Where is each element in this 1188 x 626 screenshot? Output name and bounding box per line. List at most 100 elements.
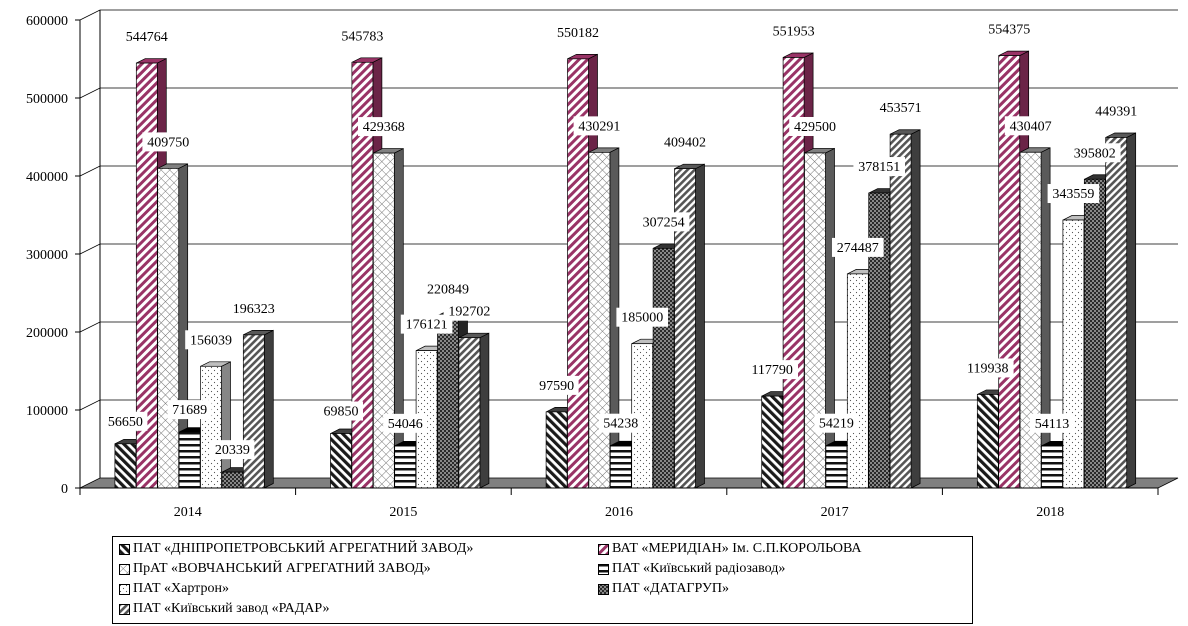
data-label: 156039 [190,333,232,348]
data-label: 117790 [751,363,792,378]
data-label-bg [210,440,255,460]
bar-side [825,147,835,489]
bar-front [1041,445,1063,489]
data-labels: 56650 544764 409750 71689 156039 20339 196323 6… [103,19,1142,460]
data-label: 69850 [324,405,359,420]
bar-front [458,337,481,489]
bar-front [330,433,352,489]
legend-swatch [598,583,609,595]
bar-front [221,471,244,489]
y-tick-label: 200000 [26,326,68,341]
data-label: 97590 [539,379,574,394]
data-label-bg [422,279,474,299]
data-label: 378151 [858,160,900,175]
data-label: 409750 [147,135,189,150]
data-label-bg [336,26,389,46]
data-label: 54113 [1035,417,1069,432]
bar-front [609,445,632,489]
data-label: 429368 [363,120,405,135]
bar-front [200,365,222,489]
data-label-bg [874,98,927,118]
data-label-bg [637,212,690,232]
data-label-bg [400,314,453,334]
x-tick-label: 2017 [821,505,849,520]
bar-front [242,334,265,489]
data-label-bg [1004,116,1057,136]
bar [458,332,490,489]
data-label: 119938 [967,361,1008,376]
bar-front [846,273,869,489]
legend-swatch [598,563,609,575]
bar-front [1083,178,1106,489]
bar-side [479,332,490,489]
data-label: 185000 [621,311,663,326]
x-axis-ticks: 2014 2015 2016 2017 2018 [79,487,1159,520]
bar-front [652,247,675,489]
data-label: 429500 [794,120,836,135]
data-label: 56650 [108,415,143,430]
y-tick-label: 600000 [26,14,68,29]
data-label-bg [746,360,798,380]
bar [200,361,231,489]
bar [674,163,705,489]
y-tick-label: 100000 [26,404,68,419]
legend-label: ПАТ «Київський завод «РАДАР» [133,601,330,616]
legend-swatch [119,543,130,555]
bar-front [1062,219,1085,489]
bar-front [976,394,999,489]
bar-front [825,445,848,489]
legend-label: ПАТ «ДАТАГРУП» [612,581,729,596]
data-label-bg [814,413,859,433]
x-tick-label: 2015 [389,505,417,520]
data-label: 551953 [773,24,815,39]
legend-swatch [598,543,609,555]
y-tick-label: 500000 [26,92,68,107]
data-label-bg [358,117,410,137]
data-label-bg [1069,143,1121,163]
data-label: 343559 [1052,187,1094,202]
bar-front [804,152,826,489]
data-label-bg [853,157,905,177]
bars [114,50,1137,489]
data-label-bg [142,132,194,152]
data-label: 220849 [427,283,469,298]
gridline [79,87,1178,99]
data-label: 196323 [233,302,275,317]
data-label-bg [534,375,579,395]
data-label: 192702 [448,305,490,320]
data-label-bg [789,116,841,136]
bar-front [1105,137,1128,489]
data-label-bg [832,237,884,257]
bar-front [437,315,459,489]
data-label-bg [319,401,363,421]
data-label-bg [552,22,604,42]
bar-front [178,431,201,489]
data-label: 395802 [1074,146,1116,161]
bar-front [372,152,395,489]
bar [804,147,835,489]
data-label: 71689 [172,403,207,418]
legend-item: ПрАТ «ВОВЧАНСЬКИЙ АГРЕГАТНИЙ ЗАВОД» [119,561,431,577]
data-label-bg [443,301,496,321]
bar-front [868,192,891,489]
legend-swatch [119,603,130,615]
data-label: 545783 [341,29,383,44]
legend-label: ПрАТ «ВОВЧАНСЬКИЙ АГРЕГАТНИЙ ЗАВОД» [133,561,431,576]
data-label: 453571 [880,101,922,116]
data-label: 54046 [388,417,423,432]
bar-side [263,329,274,489]
bar-chart: 0 100000 200000 300000 400000 500000 600000 20… [26,9,1179,520]
data-label-bg [1090,101,1142,121]
bar [1019,147,1051,489]
x-tick-label: 2014 [174,505,202,520]
data-label-bg [185,330,237,350]
y-tick-label: 400000 [26,170,68,185]
bar [1105,132,1137,489]
x-tick-label: 2018 [1036,505,1064,520]
data-label-bg [616,307,668,327]
bar-front [114,443,137,489]
legend-label: ПАТ «Хартрон» [133,581,229,596]
bar-front [761,395,784,489]
bar-front [889,133,912,489]
